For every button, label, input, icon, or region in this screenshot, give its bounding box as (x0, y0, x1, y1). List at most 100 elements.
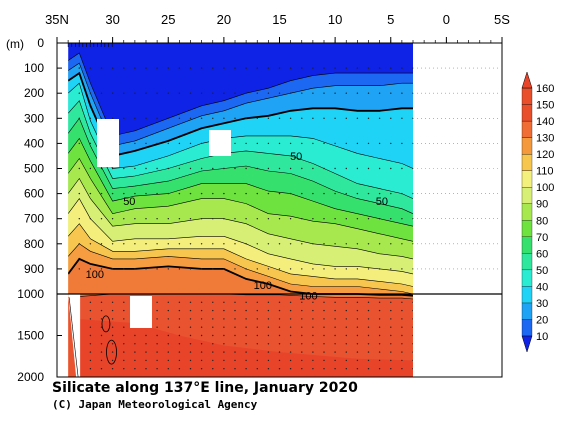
sample-point (100, 309, 103, 312)
sample-point (367, 318, 370, 320)
sample-point (378, 343, 381, 345)
sample-point (289, 218, 292, 220)
colorbar-tick-label: 50 (536, 265, 548, 277)
sample-point (212, 309, 214, 312)
sample-point (390, 343, 392, 345)
sample-point (189, 359, 192, 362)
mask-1 (97, 119, 119, 167)
y-tick-label: 600 (24, 187, 44, 201)
colorbar-tick-label: 100 (536, 182, 554, 194)
sample-point (200, 334, 203, 337)
sample-point (345, 67, 347, 69)
sample-point (301, 218, 303, 220)
sample-point (367, 268, 370, 270)
sample-point (323, 326, 325, 328)
sample-point (356, 351, 359, 353)
colorbar-cell (521, 104, 533, 122)
sample-point (301, 334, 303, 337)
sample-point (178, 326, 181, 328)
sample-point (289, 351, 292, 353)
sample-point (167, 92, 169, 94)
sample-point (345, 243, 347, 245)
sample-point (145, 351, 147, 353)
sample-point (156, 67, 158, 69)
sample-point (212, 359, 214, 362)
sample-point (89, 326, 92, 328)
sample-point (111, 218, 114, 220)
sample-point (323, 301, 325, 303)
sample-point (234, 142, 236, 145)
sample-point (267, 92, 270, 94)
sample-point (356, 167, 359, 170)
sample-point (167, 334, 169, 337)
sample-point (345, 192, 347, 195)
colorbar-cell (521, 220, 533, 237)
sample-point (245, 268, 247, 270)
sample-point (123, 167, 125, 170)
y-tick-label: 200 (24, 86, 44, 100)
colorbar-cell (521, 137, 533, 155)
sample-point (123, 326, 125, 328)
sample-point (78, 218, 81, 220)
sample-point (378, 92, 381, 94)
sample-point (356, 218, 359, 220)
sample-point (189, 243, 192, 245)
sample-point (345, 334, 347, 337)
colorbar-max-arrow (521, 71, 533, 89)
sample-point (289, 368, 292, 370)
sample-point (289, 192, 292, 195)
sample-point (200, 351, 203, 353)
sample-point (178, 301, 181, 303)
sample-point (212, 167, 214, 170)
sample-point (200, 142, 203, 145)
sample-point (323, 268, 325, 270)
sample-point (100, 268, 103, 270)
sample-point (234, 359, 236, 362)
sample-point (267, 167, 270, 170)
sample-point (178, 268, 181, 270)
sample-point (189, 326, 192, 328)
sample-point (178, 92, 181, 94)
sample-point (134, 92, 136, 94)
sample-point (267, 343, 270, 345)
sample-point (223, 318, 225, 320)
sample-point (156, 368, 158, 370)
sample-point (345, 92, 347, 94)
sample-point (245, 359, 247, 362)
colorbar-tick-label: 20 (536, 314, 548, 326)
sample-point (100, 334, 103, 337)
sample-point (100, 117, 103, 120)
sample-point (200, 92, 203, 94)
sample-point (167, 343, 169, 345)
sample-point (390, 268, 392, 270)
sample-point (156, 351, 158, 353)
sample-point (301, 343, 303, 345)
sample-point (256, 192, 258, 195)
sample-point (156, 243, 158, 245)
sample-point (267, 368, 270, 370)
sample-point (334, 318, 336, 320)
sample-point (390, 301, 392, 303)
sample-point (256, 318, 258, 320)
sample-point (223, 167, 225, 170)
sample-point (334, 326, 336, 328)
sample-point (123, 268, 125, 270)
sample-point (267, 192, 270, 195)
sample-point (345, 326, 347, 328)
sample-point (111, 192, 114, 195)
sample-point (378, 218, 381, 220)
x-tick-label: 15 (272, 12, 286, 27)
sample-point (200, 67, 203, 69)
contour-line-6 (67, 157, 414, 242)
sample-point (212, 326, 214, 328)
colorbar-cell (521, 236, 533, 254)
sample-point (256, 243, 258, 245)
sample-point (189, 92, 192, 94)
sample-point (167, 167, 169, 170)
colorbar-cell (521, 319, 533, 337)
sample-point (345, 117, 347, 120)
credit-text: (C) Japan Meteorological Agency (52, 398, 258, 411)
sample-point (289, 92, 292, 94)
sample-point (89, 192, 92, 195)
